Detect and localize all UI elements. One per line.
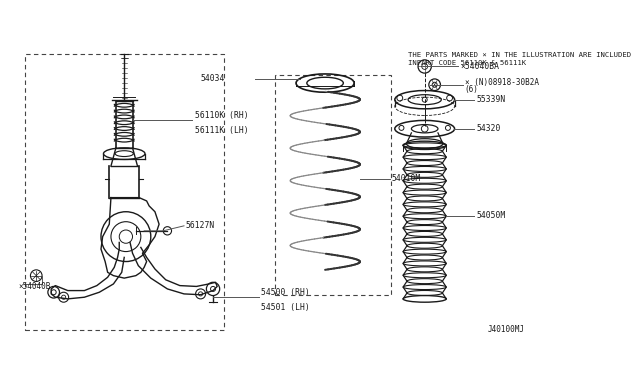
Text: 55339N: 55339N <box>476 95 506 104</box>
Text: J40100MJ: J40100MJ <box>487 325 524 334</box>
Text: (6): (6) <box>465 85 479 94</box>
Text: 56127N: 56127N <box>186 221 215 230</box>
Text: 54501 (LH): 54501 (LH) <box>261 303 310 312</box>
Text: × (N)08918-30B2A: × (N)08918-30B2A <box>465 78 538 87</box>
Text: 56111K (LH): 56111K (LH) <box>195 126 248 135</box>
Text: 54034: 54034 <box>200 74 225 83</box>
Text: INPART CODE 56110K & 56111K: INPART CODE 56110K & 56111K <box>408 60 526 66</box>
Text: 54010M: 54010M <box>392 174 420 183</box>
Text: 54500 (RH): 54500 (RH) <box>261 288 310 297</box>
Text: 54320: 54320 <box>476 124 500 133</box>
Text: ×54040B: ×54040B <box>18 282 51 291</box>
Text: 54050M: 54050M <box>476 211 506 220</box>
Text: 56110K (RH): 56110K (RH) <box>195 112 248 121</box>
Text: ×54040BA: ×54040BA <box>460 62 499 71</box>
Text: THE PARTS MARKED × IN THE ILLUSTRATION ARE INCLUDED: THE PARTS MARKED × IN THE ILLUSTRATION A… <box>408 52 631 58</box>
